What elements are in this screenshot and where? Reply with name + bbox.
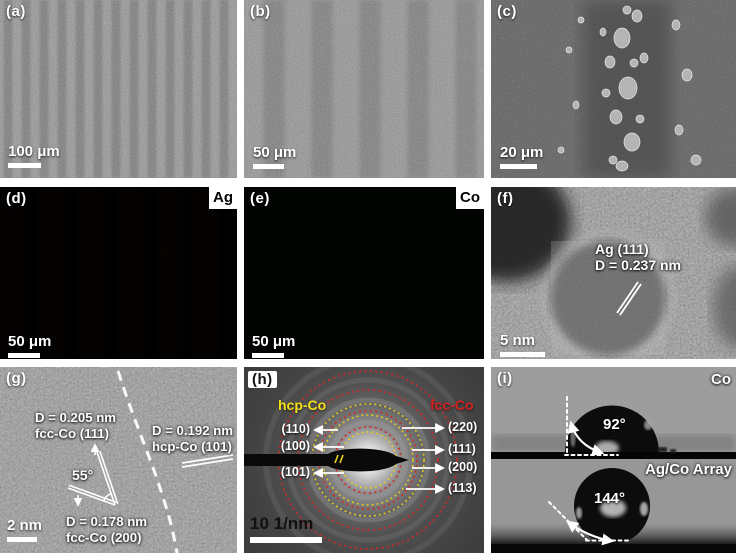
panel-b-label: (b) <box>250 3 271 20</box>
hcp-lattice-marker <box>181 454 234 468</box>
scale-text: 50 μm <box>8 333 52 350</box>
phase-boundary-dashed-line <box>116 370 179 553</box>
beam-stopper <box>244 448 409 472</box>
panel-f-label: (f) <box>497 190 514 207</box>
fcc200-annotation: D = 0.178 nm fcc-Co (200) <box>66 514 147 546</box>
element-tag-ag: Ag <box>209 187 237 209</box>
hrtem-texture <box>491 187 736 359</box>
angle-arc-top <box>567 420 605 456</box>
hcp-ring-label-101: (101) <box>280 465 310 479</box>
hcp-series-name: hcp-Co <box>278 397 327 413</box>
fcc-series-name: fcc-Co <box>430 397 474 413</box>
ag-lattice-annotation: Ag (111) D = 0.237 nm <box>595 241 681 273</box>
panel-b-sem-stripes: (b) 50 μm <box>244 0 484 178</box>
panel-g-label: (g) <box>6 370 27 387</box>
fcc111-spacing: D = 0.205 nm <box>35 410 116 425</box>
angle-arc-bottom <box>566 520 615 546</box>
panel-i-contact-angle: (i) Co 92° Ag/Co Array 144° <box>491 367 736 553</box>
panel-c-scale-bar: 20 μm <box>500 144 543 169</box>
fcc-ring-label-111: (111) <box>448 442 476 456</box>
contact-angle-144: 144° <box>594 490 626 507</box>
panel-c-label: (c) <box>497 3 517 20</box>
scale-text: 50 μm <box>253 144 297 161</box>
scale-text: 5 nm <box>500 332 536 349</box>
hcp101-plane: hcp-Co (101) <box>152 439 232 454</box>
panel-a-scale-bar: 100 μm <box>8 143 60 168</box>
panel-e-scale-bar: 50 μm <box>252 333 295 358</box>
surface-line-bottom <box>491 544 736 553</box>
panel-a-sem-stripes: (a) 100 μm <box>0 0 237 178</box>
scale-line <box>253 164 284 169</box>
lattice-spacing-marker <box>616 281 642 316</box>
surface-label-co: Co <box>711 371 731 388</box>
scale-line <box>250 537 322 543</box>
diffraction-pattern <box>244 367 484 553</box>
scale-line <box>8 163 41 168</box>
panel-d-scale-bar: 50 μm <box>8 333 51 358</box>
stripe-voids <box>25 187 233 359</box>
large-droplets <box>557 5 702 172</box>
panel-c-sem-particles: (c) 20 μm <box>491 0 736 178</box>
ring-arrows <box>313 423 445 494</box>
ag-spacing-label: D = 0.237 nm <box>595 257 681 273</box>
panel-g-scale-bar: 2 nm <box>7 517 42 542</box>
sem-stripe-texture <box>244 0 484 178</box>
scale-line <box>7 537 37 542</box>
panel-e-eds-co-map: (e) Co 50 μm <box>244 187 484 359</box>
ag-dot-map <box>0 187 237 359</box>
fcc-ring-label-220: (220) <box>448 420 478 434</box>
scale-line <box>500 164 537 169</box>
angle-marker-55deg <box>67 450 119 506</box>
element-tag-co: Co <box>456 187 484 209</box>
scale-line <box>252 353 284 358</box>
panel-b-scale-bar: 50 μm <box>253 144 296 169</box>
panel-d-eds-ag-map: (d) Ag 50 μm <box>0 187 237 359</box>
scale-line <box>500 352 545 357</box>
hcp-ring-label-110: (110) <box>281 422 311 436</box>
contact-angle-images <box>491 367 736 553</box>
scale-text: 10 1/nm <box>250 514 314 533</box>
panel-e-label: (e) <box>250 190 270 207</box>
scale-text: 2 nm <box>7 517 43 534</box>
hcp-ring-label-100: (100) <box>280 439 310 453</box>
scale-text: 100 μm <box>8 143 60 160</box>
fcc-ring-label-113: (113) <box>448 481 477 495</box>
dark-particle-corner <box>491 187 571 282</box>
co-dot-map <box>244 187 484 359</box>
panel-h-saed: (h) hcp-Co fcc-Co (110) (100) (101) (220… <box>244 367 484 553</box>
fcc111-plane: fcc-Co (111) <box>35 426 110 441</box>
panel-f-scale-bar: 5 nm <box>500 332 545 357</box>
yellow-tick-marks <box>334 454 344 464</box>
fcc-ring-label-200: (200) <box>448 460 478 474</box>
hrtem-texture <box>0 367 237 553</box>
panel-d-label: (d) <box>6 190 27 207</box>
panel-h-scale-bar: 10 1/nm <box>250 514 322 543</box>
ag-plane-label: Ag (111) <box>595 241 649 257</box>
contact-angle-92: 92° <box>603 416 626 433</box>
hcp101-spacing: D = 0.192 nm <box>152 423 233 438</box>
panel-h-label: (h) <box>248 371 277 388</box>
fcc111-annotation: D = 0.205 nm fcc-Co (111) <box>35 410 116 442</box>
angle-label: 55° <box>72 467 94 483</box>
panel-a-label: (a) <box>6 3 26 20</box>
panel-g-hrtem-co: (g) D = 0.205 nm fcc-Co (111) D = 0.192 … <box>0 367 237 553</box>
sem-particle-texture <box>491 0 736 178</box>
fcc200-plane: fcc-Co (200) <box>66 530 142 545</box>
panel-f-hrtem-ag: (f) Ag (111) D = 0.237 nm 5 nm <box>491 187 736 359</box>
fcc200-spacing: D = 0.178 nm <box>66 514 147 529</box>
hcp101-annotation: D = 0.192 nm hcp-Co (101) <box>152 423 233 455</box>
scale-text: 20 μm <box>500 144 544 161</box>
scale-line <box>8 353 40 358</box>
panel-i-label: (i) <box>497 370 513 387</box>
sem-stripe-texture <box>0 0 237 178</box>
surface-label-agco-array: Ag/Co Array <box>645 461 732 478</box>
scale-text: 50 μm <box>252 333 296 350</box>
